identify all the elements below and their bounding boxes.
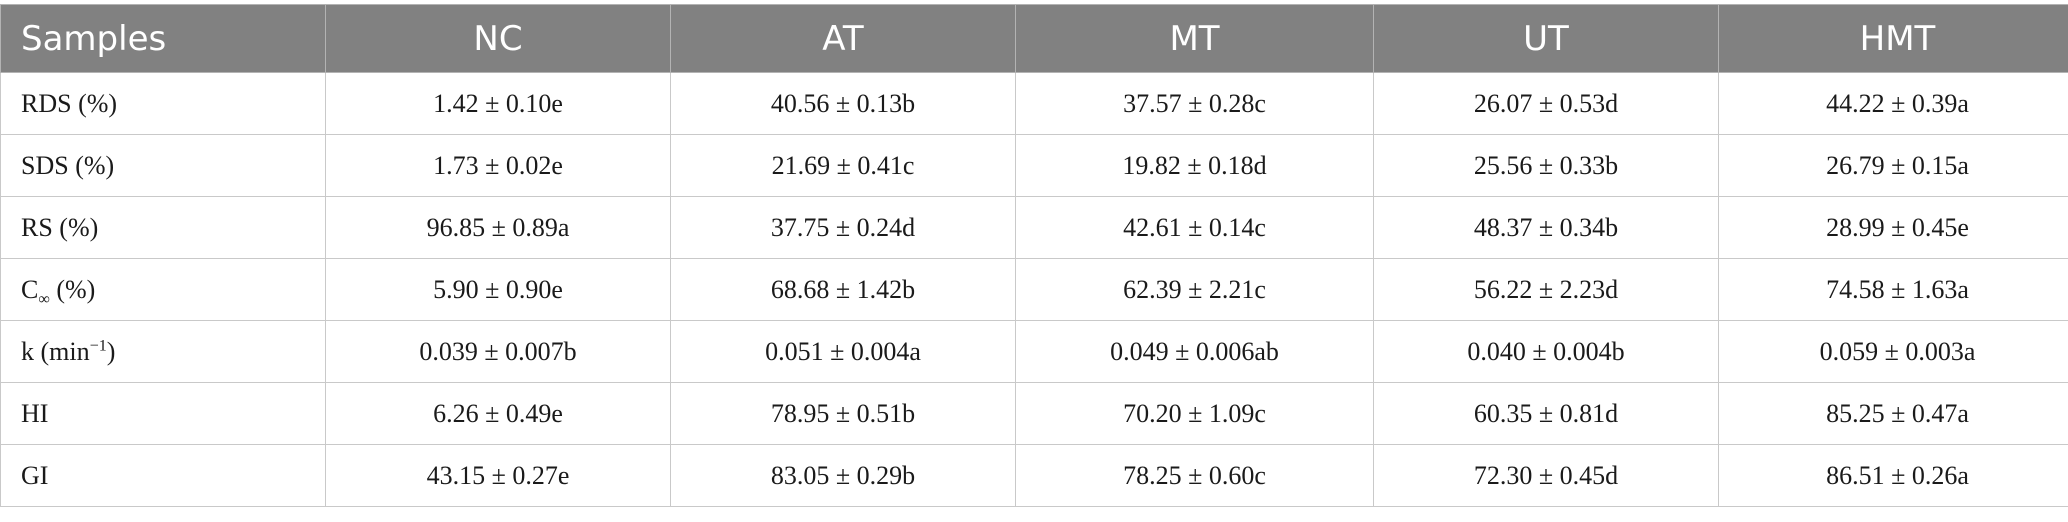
header-nc: NC <box>325 4 671 73</box>
table-header-row: Samples NC AT MT UT HMT <box>0 4 2068 73</box>
table-cell: 0.059 ± 0.003a <box>1718 320 2068 383</box>
row-label-rs: RS (%) <box>0 196 326 259</box>
table-cell: 85.25 ± 0.47a <box>1718 382 2068 445</box>
table-cell: 78.25 ± 0.60c <box>1015 444 1374 507</box>
table-cell: 83.05 ± 0.29b <box>670 444 1016 507</box>
header-samples: Samples <box>0 4 326 73</box>
table-cell: 86.51 ± 0.26a <box>1718 444 2068 507</box>
label-main: C <box>21 274 39 304</box>
label-subscript: ∞ <box>38 290 50 308</box>
table-cell: 78.95 ± 0.51b <box>670 382 1016 445</box>
row-label-k: k (min−1) <box>0 320 326 383</box>
table-cell: 40.56 ± 0.13b <box>670 72 1016 135</box>
table-cell: 74.58 ± 1.63a <box>1718 258 2068 321</box>
table-cell: 25.56 ± 0.33b <box>1373 134 1719 197</box>
table-row-sds: SDS (%) 1.73 ± 0.02e 21.69 ± 0.41c 19.82… <box>0 134 2068 197</box>
table-cell: 28.99 ± 0.45e <box>1718 196 2068 259</box>
table-cell: 1.73 ± 0.02e <box>325 134 671 197</box>
table-cell: 42.61 ± 0.14c <box>1015 196 1374 259</box>
table-cell: 37.75 ± 0.24d <box>670 196 1016 259</box>
table-cell: 6.26 ± 0.49e <box>325 382 671 445</box>
table-row-gi: GI 43.15 ± 0.27e 83.05 ± 0.29b 78.25 ± 0… <box>0 444 2068 507</box>
table-cell: 37.57 ± 0.28c <box>1015 72 1374 135</box>
table-cell: 0.049 ± 0.006ab <box>1015 320 1374 383</box>
table-cell: 43.15 ± 0.27e <box>325 444 671 507</box>
header-hmt: HMT <box>1718 4 2068 73</box>
table-cell: 72.30 ± 0.45d <box>1373 444 1719 507</box>
row-label-gi: GI <box>0 444 326 507</box>
table-row-rs: RS (%) 96.85 ± 0.89a 37.75 ± 0.24d 42.61… <box>0 196 2068 259</box>
header-ut: UT <box>1373 4 1719 73</box>
row-label-hi: HI <box>0 382 326 445</box>
table-row-hi: HI 6.26 ± 0.49e 78.95 ± 0.51b 70.20 ± 1.… <box>0 382 2068 445</box>
table-cell: 1.42 ± 0.10e <box>325 72 671 135</box>
row-label-sds: SDS (%) <box>0 134 326 197</box>
table-row-c-infinity: C∞ (%) 5.90 ± 0.90e 68.68 ± 1.42b 62.39 … <box>0 258 2068 321</box>
header-mt: MT <box>1015 4 1374 73</box>
table-cell: 96.85 ± 0.89a <box>325 196 671 259</box>
table-cell: 0.051 ± 0.004a <box>670 320 1016 383</box>
table-cell: 48.37 ± 0.34b <box>1373 196 1719 259</box>
table-cell: 44.22 ± 0.39a <box>1718 72 2068 135</box>
label-main: k (min <box>21 336 90 366</box>
table-cell: 56.22 ± 2.23d <box>1373 258 1719 321</box>
row-label-rds: RDS (%) <box>0 72 326 135</box>
table-cell: 62.39 ± 2.21c <box>1015 258 1374 321</box>
label-rest: (%) <box>49 274 96 304</box>
table-cell: 68.68 ± 1.42b <box>670 258 1016 321</box>
row-label-c-infinity: C∞ (%) <box>0 258 326 321</box>
label-superscript: −1 <box>89 336 107 354</box>
table-cell: 21.69 ± 0.41c <box>670 134 1016 197</box>
table-cell: 26.07 ± 0.53d <box>1373 72 1719 135</box>
table-cell: 19.82 ± 0.18d <box>1015 134 1374 197</box>
table-cell: 70.20 ± 1.09c <box>1015 382 1374 445</box>
data-table: Samples NC AT MT UT HMT RDS (%) 1.42 ± 0… <box>0 4 2068 507</box>
table-cell: 0.040 ± 0.004b <box>1373 320 1719 383</box>
table-row-rds: RDS (%) 1.42 ± 0.10e 40.56 ± 0.13b 37.57… <box>0 72 2068 135</box>
table-cell: 5.90 ± 0.90e <box>325 258 671 321</box>
header-at: AT <box>670 4 1016 73</box>
label-rest: ) <box>106 336 116 366</box>
table-cell: 26.79 ± 0.15a <box>1718 134 2068 197</box>
table-row-k: k (min−1) 0.039 ± 0.007b 0.051 ± 0.004a … <box>0 320 2068 383</box>
table-cell: 60.35 ± 0.81d <box>1373 382 1719 445</box>
table-cell: 0.039 ± 0.007b <box>325 320 671 383</box>
